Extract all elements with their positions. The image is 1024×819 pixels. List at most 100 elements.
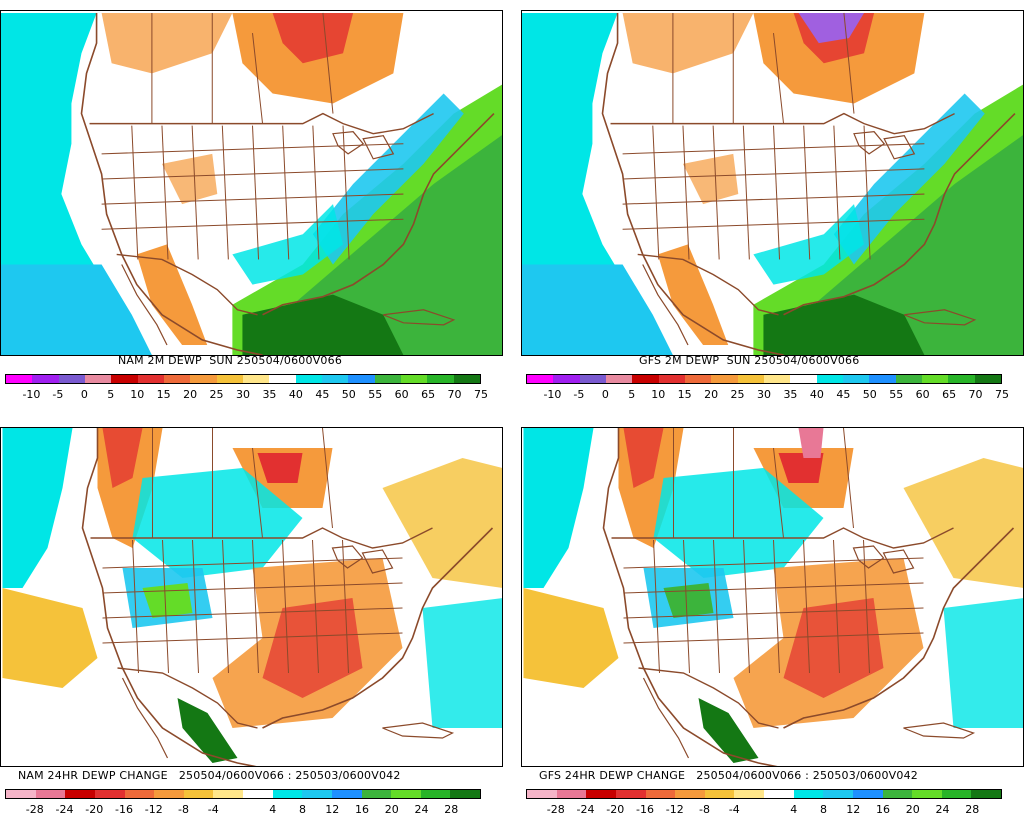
pacific-moisture-deep [1, 264, 152, 355]
legend-label: -4 [728, 803, 740, 816]
legend-swatch [183, 790, 214, 798]
southwest-dry-air [136, 244, 208, 345]
legend-label: 8 [820, 803, 827, 816]
map-nam-2m-dewpoint [0, 10, 503, 356]
us-canada-border [610, 112, 955, 135]
legend-swatch [790, 375, 817, 383]
state-line [102, 557, 403, 569]
caribbean-islands [904, 309, 977, 326]
state-line [623, 582, 924, 594]
coastline [81, 428, 494, 766]
canada-strong-drying [798, 428, 824, 458]
legend-swatch [675, 790, 705, 798]
us-canada-border [90, 527, 433, 549]
state-line [251, 125, 260, 260]
legend-label: 50 [862, 388, 877, 401]
color-legend-bar [5, 374, 481, 384]
legend-swatch [35, 790, 66, 798]
legend-label: 60 [915, 388, 930, 401]
canada-very-dry-core [798, 12, 865, 44]
legend-label: 16 [355, 803, 369, 816]
us-mexico-border [116, 253, 258, 316]
legend-swatch [154, 790, 184, 798]
southeast-drying-core [783, 598, 884, 698]
color-legend-bar [526, 789, 1002, 799]
state-line [683, 539, 690, 674]
east-moisture-band [833, 93, 985, 265]
legend-label: 55 [889, 388, 904, 401]
color-legend-bar [526, 374, 1002, 384]
state-line [101, 193, 404, 205]
state-line [623, 632, 924, 644]
gulf-moisture [763, 294, 925, 355]
state-line [102, 582, 403, 594]
legend-label: 30 [757, 388, 771, 401]
legend-label: -10 [543, 388, 562, 401]
state-line [773, 539, 780, 674]
legend-swatch [32, 375, 59, 383]
legend-label: 40 [288, 388, 303, 401]
legend-label: 65 [421, 388, 436, 401]
legend-label: 70 [447, 388, 462, 401]
us-canada-border [611, 527, 954, 549]
legend-label: 24 [935, 803, 950, 816]
legend-label: 12 [846, 803, 861, 816]
state-line [863, 125, 871, 260]
state-line [162, 539, 169, 674]
us-mexico-border [637, 253, 779, 316]
map-gfs-2m-dewpoint [521, 10, 1024, 356]
legend-swatch [213, 790, 243, 798]
legend-label: 45 [315, 388, 330, 401]
legend-label: -16 [636, 803, 654, 816]
legend-swatch [420, 790, 451, 798]
state-line [833, 125, 841, 260]
northwest-drying-core [623, 428, 664, 488]
legend-swatch [971, 790, 1001, 798]
legend-swatch [823, 790, 853, 798]
legend-swatch [84, 375, 112, 383]
state-line [161, 125, 169, 260]
legend-label: 70 [968, 388, 983, 401]
pacific-drying [523, 588, 619, 688]
legend-swatch [734, 790, 764, 798]
gulf-moisture [242, 294, 404, 355]
legend-label: 28 [444, 803, 459, 816]
legend-swatch [764, 790, 794, 798]
legend-label: 5 [628, 388, 636, 401]
legend-swatch [124, 790, 155, 798]
legend-swatch [684, 375, 712, 383]
east-drying [382, 458, 502, 588]
legend-swatch [816, 375, 843, 383]
state-line [222, 539, 229, 674]
legend-swatch [361, 790, 392, 798]
legend-swatch [295, 375, 322, 383]
legend-label: 25 [209, 388, 224, 401]
legend-swatch [450, 790, 480, 798]
great-lakes [882, 549, 915, 574]
legend-label: -4 [207, 803, 219, 816]
legend-swatch [272, 790, 303, 798]
great-lakes [883, 135, 916, 160]
northwest-dry-air [622, 12, 754, 74]
legend-swatch [711, 375, 738, 383]
legend-label: -24 [55, 803, 74, 816]
baja-coast [642, 677, 690, 759]
great-lakes [332, 131, 365, 155]
state-line [102, 632, 403, 644]
legend-label: 5 [107, 388, 115, 401]
legend-label: 20 [183, 388, 198, 401]
state-line [342, 125, 350, 260]
legend-swatch [895, 375, 922, 383]
legend-swatch [941, 790, 972, 798]
legend-label: 16 [876, 803, 890, 816]
legend-label: 65 [942, 388, 957, 401]
legend-swatch [882, 790, 913, 798]
state-line [312, 539, 319, 674]
legend-label: 15 [677, 388, 692, 401]
province-lines [152, 428, 333, 539]
legend-swatch [331, 790, 362, 798]
east-moisture-band [312, 93, 464, 265]
legend-label: -28 [25, 803, 44, 816]
legend-swatch [6, 375, 33, 383]
legend-swatch [6, 790, 36, 798]
